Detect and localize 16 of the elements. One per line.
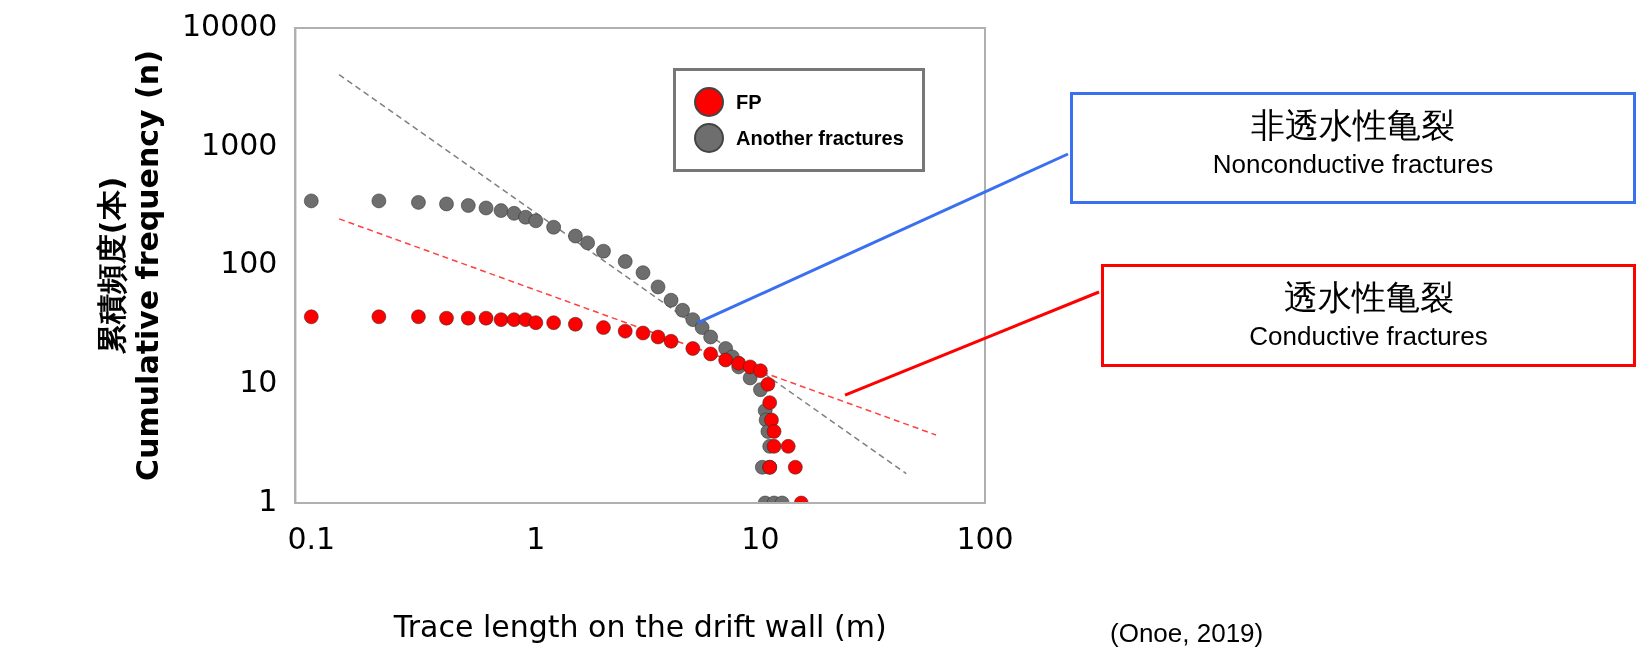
text: 透水性亀裂 Conductive fractures xyxy=(1248,277,1489,352)
y-axis-title: 累積頻度(本) Cumulative frequency (n) xyxy=(93,50,165,481)
y-tick-label: 100 xyxy=(220,245,278,281)
y-tick-label: 1000 xyxy=(201,126,278,162)
x-tick-label: 0.1 xyxy=(287,520,336,556)
text: (Onoe, 2019) xyxy=(1110,618,1264,649)
y-tick-label: 10 xyxy=(239,364,278,400)
x-tick-label: 10 xyxy=(741,520,780,556)
x-tick-label: 1 xyxy=(526,520,546,556)
y-tick-label: 1 xyxy=(258,482,278,518)
legend-label: Another fractures xyxy=(736,126,904,150)
y-tick-label: 10000 xyxy=(182,7,278,43)
legend-label: FP xyxy=(736,90,762,114)
x-axis-title: Trace length on the drift wall (m) xyxy=(392,608,887,644)
text: 非透水性亀裂 Nonconductive fractures xyxy=(1211,105,1495,180)
x-tick-label: 100 xyxy=(956,520,1014,556)
